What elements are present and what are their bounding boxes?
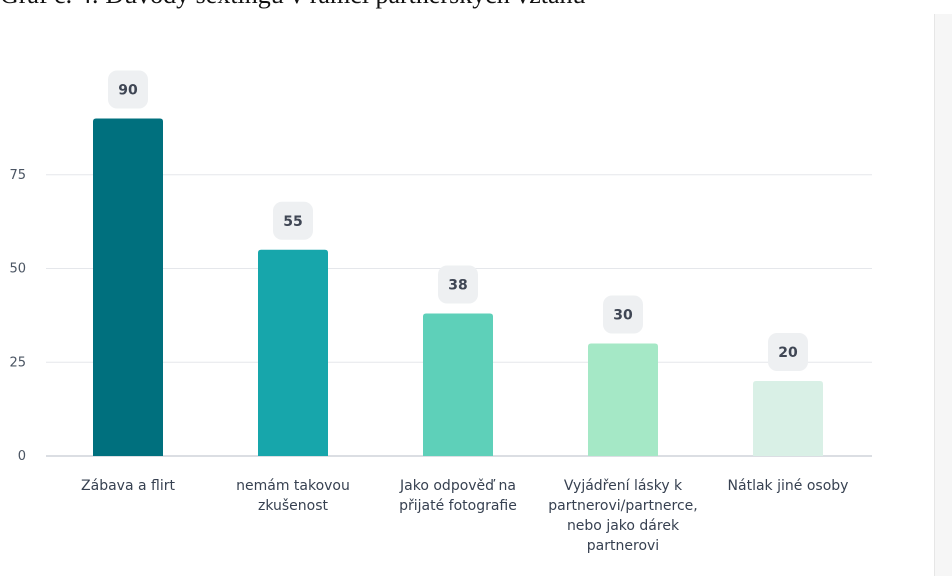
side-panel (934, 14, 952, 576)
y-axis-ticks: 0 25 50 75 (9, 168, 26, 464)
value-badge (438, 265, 478, 304)
bar (258, 249, 328, 456)
chart-caption: Graf č. 4: Důvody sextingu v rámci partn… (0, 0, 940, 10)
y-tick-label: 50 (9, 262, 26, 277)
bar (753, 381, 823, 456)
value-label: 30 (613, 308, 633, 324)
bar (93, 118, 163, 456)
category-label: Zábava a flirt (81, 478, 175, 494)
value-badge (603, 295, 643, 334)
value-badge (273, 201, 313, 240)
value-badge (108, 70, 148, 109)
bar (588, 343, 658, 456)
value-badges: 90 55 38 30 20 (108, 70, 808, 371)
category-label: Vyjádření lásky k partnerovi/partnerce, … (548, 478, 698, 554)
value-label: 38 (448, 278, 467, 294)
value-label: 55 (283, 214, 302, 230)
category-label: Nátlak jiné osoby (727, 478, 849, 494)
category-label: nemám takovou zkušenost (236, 478, 350, 514)
y-tick-label: 75 (9, 168, 26, 183)
y-tick-label: 0 (18, 449, 26, 464)
category-label: Jako odpověď na přijaté fotografie (399, 478, 517, 514)
y-tick-label: 25 (9, 355, 26, 370)
bars (93, 118, 823, 456)
value-badge (768, 333, 808, 371)
bar (423, 313, 493, 456)
value-label: 90 (118, 83, 138, 99)
value-label: 20 (778, 345, 798, 361)
